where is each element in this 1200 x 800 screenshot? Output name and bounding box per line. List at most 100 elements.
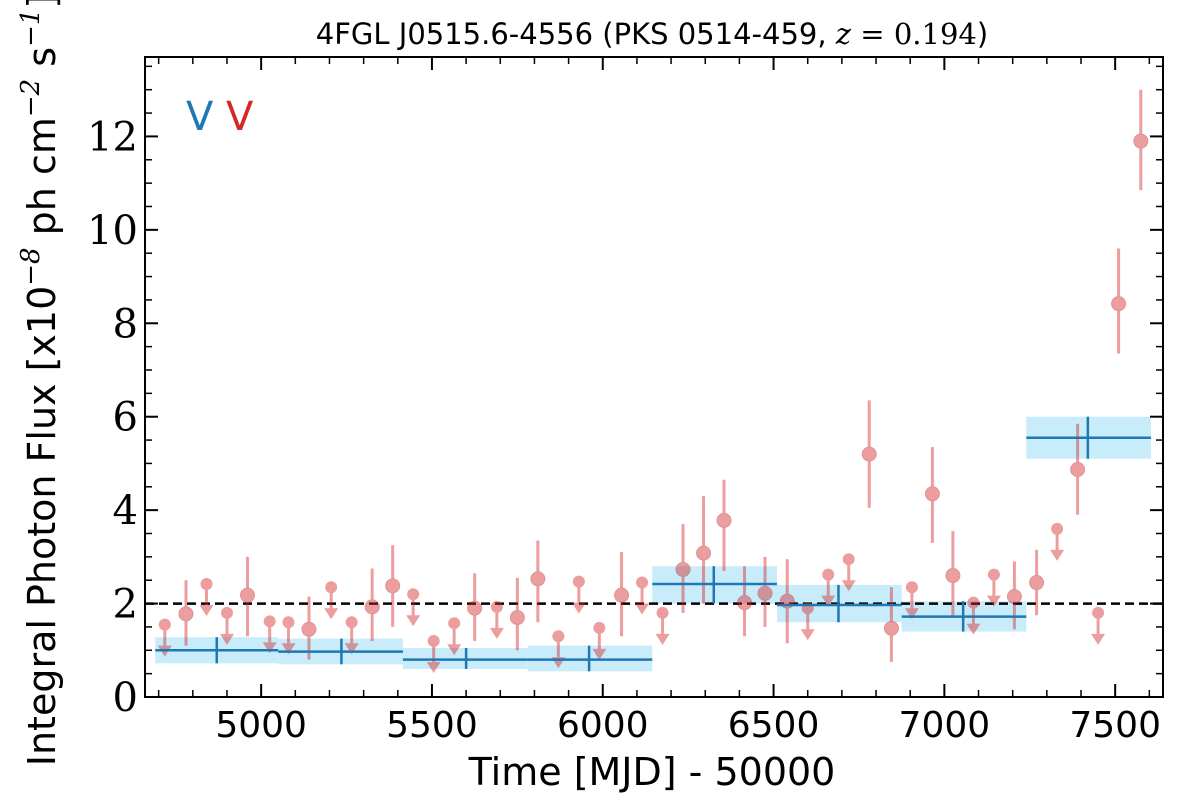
short-bin-point-18 — [530, 540, 546, 623]
upper-limit-cap-33 — [842, 553, 855, 566]
short-bin-point-4 — [239, 556, 255, 637]
upper-limit-arrow-9 — [344, 643, 359, 655]
marker-17 — [509, 610, 525, 626]
upper-limit-arrow-32 — [821, 595, 836, 607]
legend-marker-long-bins: V — [186, 94, 214, 140]
upper-limit-cap-14 — [448, 617, 461, 630]
marker-1 — [178, 606, 194, 622]
x-tick-label-4: 7000 — [899, 705, 991, 746]
axis-ticks: 5000 5500 6000 6500 7000 7500 0 2 4 6 8 10 12 — [87, 57, 1163, 746]
upper-limit-arrow-20 — [571, 602, 586, 614]
marker-26 — [696, 545, 712, 561]
y-tick-label-1: 2 — [113, 582, 138, 628]
short-bin-point-21 — [592, 621, 607, 660]
upper-limit-cap-45 — [1092, 606, 1105, 619]
short-bin-point-25 — [675, 524, 691, 613]
y-tick-label-0: 0 — [113, 675, 138, 721]
short-bin-point-2 — [199, 577, 214, 616]
upper-limit-arrow-43 — [1050, 549, 1065, 561]
chart-title: 4FGL J0515.6-4556 (PKS 0514-459, z = 0.1… — [316, 17, 988, 51]
upper-limit-cap-19 — [552, 630, 565, 643]
short-bin-point-32 — [821, 568, 836, 607]
short-bin-point-34 — [861, 400, 877, 508]
upper-limit-arrow-23 — [635, 603, 650, 615]
short-bin-point-9 — [344, 616, 359, 655]
upper-limit-arrow-36 — [904, 608, 919, 620]
marker-47 — [1133, 133, 1149, 149]
marker-28 — [737, 595, 753, 611]
upper-limit-arrow-45 — [1091, 633, 1106, 645]
y-axis-label: Integral Photon Flux [x10−8 ph cm−2 s−1] — [16, 0, 64, 766]
short-bin-point-28 — [737, 566, 753, 637]
legend-marker-short-bins: V — [226, 94, 254, 140]
short-bin-point-36 — [904, 581, 919, 620]
upper-limit-arrow-24 — [655, 633, 670, 645]
short-bin-point-26 — [696, 496, 712, 604]
short-bin-point-38 — [945, 531, 961, 618]
upper-limit-arrow-12 — [406, 615, 421, 627]
short-bin-point-3 — [219, 606, 234, 645]
upper-limit-cap-5 — [263, 615, 276, 628]
short-bin-point-47 — [1133, 89, 1149, 191]
marker-15 — [467, 600, 483, 616]
y-tick-label-6: 12 — [87, 114, 138, 160]
short-bin-point-45 — [1091, 606, 1106, 645]
upper-limit-arrow-39 — [966, 623, 981, 635]
short-bin-point-11 — [385, 545, 401, 627]
long-bin-series — [155, 416, 1152, 672]
upper-limit-cap-3 — [220, 606, 233, 619]
long-bin-point-1 — [278, 638, 403, 665]
marker-18 — [530, 571, 546, 587]
y-tick-label-4: 8 — [113, 301, 138, 347]
marker-46 — [1111, 296, 1127, 312]
short-bin-point-46 — [1111, 248, 1127, 354]
upper-limit-cap-6 — [282, 616, 295, 629]
long-bin-point-2 — [402, 647, 528, 669]
short-bin-point-23 — [635, 576, 650, 615]
short-bin-point-5 — [262, 615, 277, 654]
short-bin-point-35 — [883, 587, 899, 662]
short-bin-point-0 — [157, 618, 172, 657]
short-bin-point-14 — [447, 617, 462, 656]
short-bin-point-20 — [571, 575, 586, 614]
upper-limit-cap-24 — [656, 606, 669, 619]
upper-limit-cap-23 — [636, 576, 649, 589]
plot-border — [144, 56, 1164, 698]
upper-limit-cap-40 — [987, 568, 1000, 581]
short-bin-point-17 — [509, 577, 525, 651]
x-axis-label: Time [MJD] - 50000 — [468, 750, 836, 794]
marker-27 — [716, 512, 732, 528]
long-bin-point-0 — [155, 637, 279, 664]
upper-limit-cap-21 — [593, 621, 606, 634]
marker-22 — [614, 587, 630, 603]
upper-limit-cap-16 — [490, 600, 503, 613]
short-bin-point-33 — [841, 553, 856, 592]
long-bin-point-7 — [1026, 416, 1152, 459]
upper-limit-cap-13 — [427, 634, 440, 647]
short-bin-point-39 — [966, 596, 981, 635]
short-bin-point-7 — [301, 596, 317, 660]
upper-limit-cap-39 — [967, 596, 980, 609]
upper-limit-cap-8 — [325, 581, 338, 594]
upper-limit-arrow-14 — [447, 644, 462, 656]
upper-limit-arrow-13 — [426, 661, 441, 673]
upper-limit-arrow-31 — [800, 629, 815, 641]
upper-limit-arrow-8 — [324, 608, 339, 620]
short-bin-series — [157, 89, 1149, 673]
long-bin-point-5 — [776, 584, 902, 623]
x-tick-label-2: 6000 — [557, 705, 649, 746]
x-tick-label-0: 5000 — [215, 705, 307, 746]
short-bin-point-8 — [324, 581, 339, 620]
marker-29 — [757, 585, 773, 601]
short-bin-point-24 — [655, 606, 670, 645]
upper-limit-cap-0 — [158, 618, 171, 631]
plot-frame — [144, 56, 1164, 698]
short-bin-point-40 — [986, 568, 1001, 607]
short-bin-point-1 — [178, 580, 194, 646]
short-bin-point-6 — [281, 616, 296, 655]
marker-35 — [883, 620, 899, 636]
marker-11 — [385, 578, 401, 594]
marker-34 — [861, 446, 877, 462]
upper-limit-cap-2 — [200, 577, 213, 590]
